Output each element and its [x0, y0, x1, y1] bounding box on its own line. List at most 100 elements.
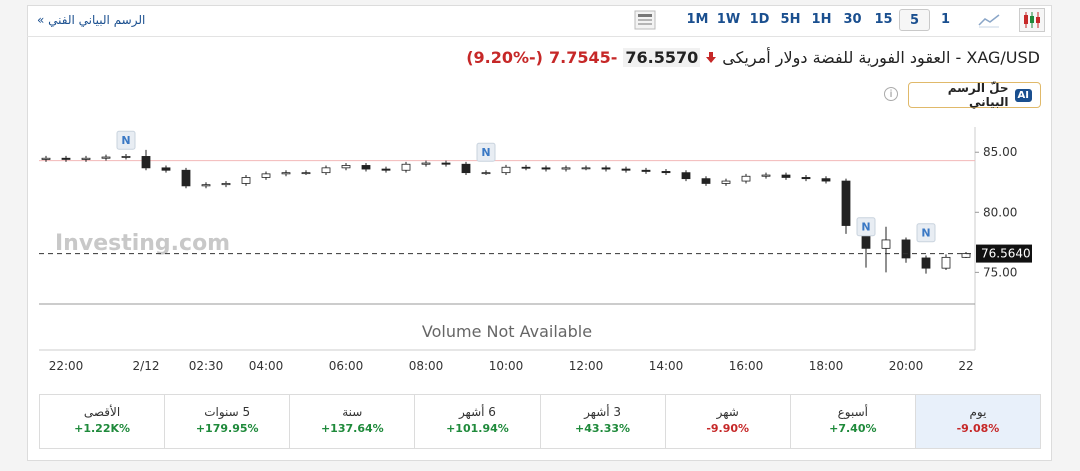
candle-body: [481, 172, 491, 175]
timeframe-button[interactable]: 15: [874, 12, 893, 27]
period-label: 6 أشهر: [458, 405, 496, 419]
price-change: -7.7545: [548, 48, 618, 67]
news-marker-label: N: [121, 134, 130, 147]
candle-body: [421, 162, 431, 165]
ai-badge: AI: [1014, 88, 1032, 102]
timeframe-button[interactable]: 1M: [686, 12, 709, 27]
candle-body: [81, 157, 91, 160]
candle-body: [441, 162, 451, 165]
period-change: +179.95%: [195, 422, 259, 435]
watermark: Investing.com: [55, 231, 230, 256]
candle-chart-icon[interactable]: [1019, 8, 1045, 32]
info-icon[interactable]: i: [884, 87, 898, 101]
technical-chart-link[interactable]: الرسم البياني الفني »: [37, 13, 146, 27]
candle-body: [921, 257, 931, 269]
period-change: +43.33%: [575, 422, 631, 435]
candle-body: [201, 184, 211, 187]
candle-body: [161, 167, 171, 171]
candle-body: [461, 163, 471, 174]
period-change: +137.64%: [320, 422, 384, 435]
last-price-label: 76.5640: [981, 247, 1031, 261]
news-marker: [856, 217, 876, 237]
x-tick-label: 04:00: [249, 359, 284, 373]
candle-body: [141, 156, 151, 169]
x-tick-label: 18:00: [809, 359, 844, 373]
candle-body: [881, 239, 891, 249]
timeframe-button[interactable]: 1: [940, 12, 951, 27]
period-label: الأقصى: [83, 405, 121, 419]
candle-body: [681, 172, 691, 180]
table-icon[interactable]: [634, 10, 656, 30]
candle-body: [781, 174, 791, 178]
y-tick-label: 80.00: [983, 205, 1017, 219]
candle-body: [541, 167, 551, 170]
timeframe-button[interactable]: 1W: [716, 12, 741, 27]
performance-cell[interactable]: سنة +137.64%: [289, 395, 414, 448]
instrument-title: XAG/USD - العقود الفورية للفضة دولار أمر…: [722, 48, 1040, 67]
candle-body: [361, 165, 371, 170]
widget-card: [27, 5, 1052, 461]
candle-body: [821, 178, 831, 182]
x-tick-label: 08:00: [409, 359, 444, 373]
news-marker-label: N: [481, 146, 490, 159]
x-tick-label: 06:00: [329, 359, 364, 373]
timeframe-button[interactable]: 1D: [749, 12, 770, 27]
timeframe-button[interactable]: 5H: [780, 12, 801, 27]
timeframe-button[interactable]: 1H: [811, 12, 832, 27]
last-price-tag: [976, 244, 1032, 263]
timeframe-button[interactable]: 5: [899, 9, 930, 31]
x-tick-label: 20:00: [889, 359, 924, 373]
candle-body: [961, 253, 971, 258]
last-price: 76.5570: [623, 48, 701, 67]
x-tick-label: 02:30: [189, 359, 224, 373]
performance-cell[interactable]: 5 سنوات +179.95%: [164, 395, 289, 448]
candle-body: [561, 167, 571, 170]
candle-body: [841, 180, 851, 226]
period-change: +1.22K%: [74, 422, 131, 435]
period-label: شهر: [716, 405, 739, 419]
timeframe-bar: 1M 1W 1D 5H 1H 30 15 5 1: [682, 9, 961, 31]
x-tick-label: 12:00: [569, 359, 604, 373]
candle-body: [941, 256, 951, 269]
candle-body: [241, 177, 251, 184]
candle-body: [601, 167, 611, 170]
news-marker: [916, 223, 936, 243]
news-marker-label: N: [921, 227, 930, 240]
period-change: +101.94%: [446, 422, 509, 435]
performance-cell[interactable]: الأقصى +1.22K%: [40, 395, 164, 448]
down-arrow: [706, 52, 717, 63]
candle-body: [501, 166, 511, 174]
candle-body: [581, 167, 591, 170]
candle-body: [621, 168, 631, 171]
period-label: سنة: [342, 405, 363, 419]
performance-cell[interactable]: أسبوع +7.40%: [789, 395, 915, 448]
ai-analyze-button[interactable]: AI حلّ الرسم البياني: [908, 81, 1041, 109]
ai-button-label: حلّ الرسم البياني: [947, 81, 1009, 109]
x-tick-label: 14:00: [649, 359, 684, 373]
x-tick-label: 10:00: [489, 359, 524, 373]
performance-cell[interactable]: يوم -9.08%: [914, 395, 1040, 448]
x-tick-label: 16:00: [729, 359, 764, 373]
price-change-percent: (-9.20%): [466, 48, 543, 67]
timeframe-button[interactable]: 30: [843, 12, 862, 27]
period-change: -9.08%: [956, 422, 1000, 435]
news-marker: [116, 130, 136, 150]
period-label: يوم: [969, 405, 987, 419]
candle-body: [221, 183, 231, 186]
candle-body: [61, 157, 71, 160]
performance-cell[interactable]: 6 أشهر +101.94%: [414, 395, 539, 448]
candle-body: [641, 169, 651, 172]
performance-cell[interactable]: 3 أشهر +43.33%: [539, 395, 665, 448]
period-label: أسبوع: [837, 405, 868, 419]
x-tick-label: 2/12: [133, 359, 160, 373]
news-marker: [476, 142, 496, 162]
performance-cell[interactable]: شهر -9.90%: [664, 395, 790, 448]
period-label: 3 أشهر: [584, 405, 622, 419]
line-chart-icon[interactable]: [977, 11, 1001, 29]
candle-body: [801, 177, 811, 180]
candle-body: [121, 156, 131, 158]
candle-body: [301, 172, 311, 175]
quote-header: XAG/USD - العقود الفورية للفضة دولار أمر…: [466, 48, 1040, 67]
